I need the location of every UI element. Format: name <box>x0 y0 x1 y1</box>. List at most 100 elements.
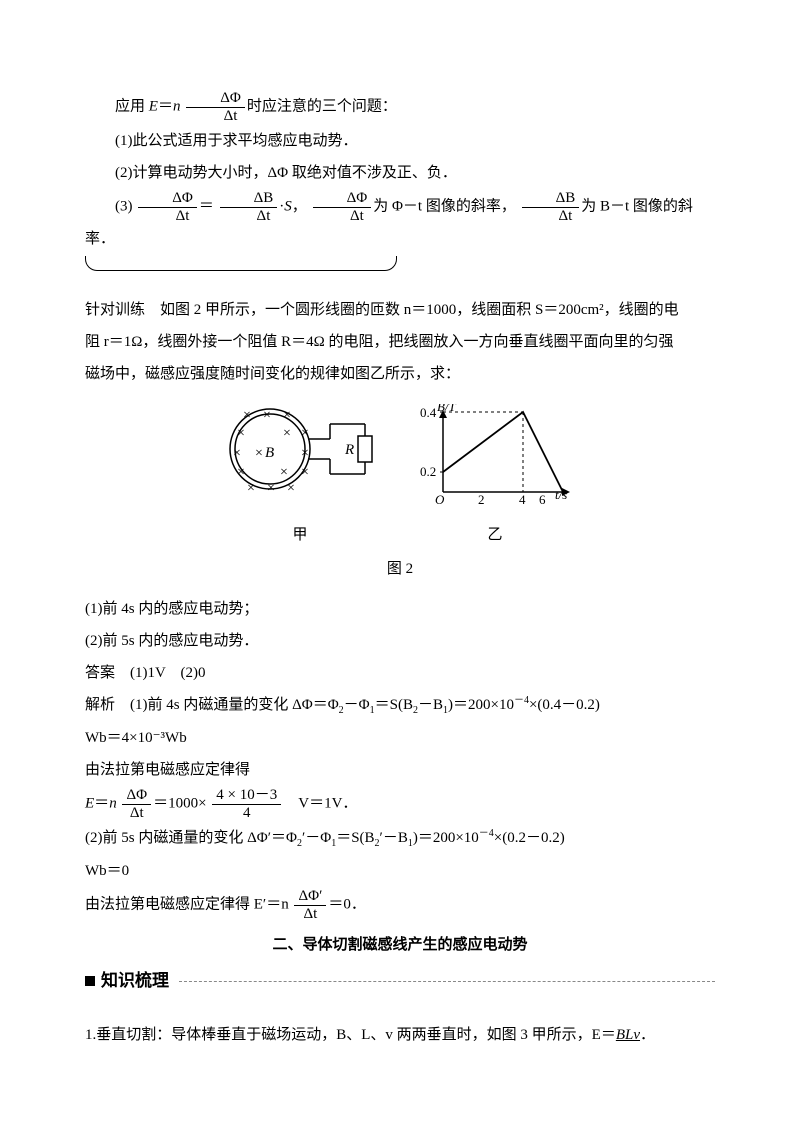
answer-line: 答案 (1)1V (2)0 <box>85 658 715 688</box>
ytick-02: 0.2 <box>420 464 436 479</box>
text: ×(0.2－0.2) <box>494 830 565 846</box>
spacer <box>85 271 715 295</box>
label-B: B <box>265 445 274 461</box>
tip-line4: (3) ΔΦΔt＝ ΔBΔt·S， ΔΦΔt为 Φ－t 图像的斜率， ΔBΔt为… <box>85 190 715 254</box>
text: ＝S(B <box>375 697 413 713</box>
sup: －4 <box>479 828 494 839</box>
var-E: E <box>85 795 94 811</box>
tip-line1: 应用 E＝n ΔΦΔt时应注意的三个问题： <box>85 90 715 124</box>
text: (2)前 5s 内磁通量的变化 ΔΦ′＝Φ <box>85 830 297 846</box>
tip-line2: (1)此公式适用于求平均感应电动势． <box>85 126 715 156</box>
solution-1b: Wb＝4×10⁻³Wb <box>85 723 715 753</box>
dashed-line <box>179 981 715 982</box>
square-icon <box>85 976 95 986</box>
knowledge-label: 知识梳理 <box>101 964 169 998</box>
text: ＝0． <box>328 896 366 912</box>
box-border-bottom <box>85 256 397 271</box>
svg-text:×: × <box>243 408 251 423</box>
denominator: Δt <box>122 805 151 822</box>
denominator: 4 <box>212 805 281 822</box>
tip-line3: (2)计算电动势大小时，ΔΦ 取绝对值不涉及正、负． <box>85 158 715 188</box>
text: ， <box>292 198 307 214</box>
label-R: R <box>344 442 354 458</box>
denominator: Δt <box>186 108 245 125</box>
text: (3) <box>115 198 133 214</box>
text: 应用 <box>115 98 145 114</box>
numerator: ΔΦ <box>186 90 245 108</box>
svg-text:×: × <box>280 465 288 480</box>
text: －Φ <box>305 830 331 846</box>
numerator: 4 × 10－3 <box>212 787 281 805</box>
text: ＝S(B <box>336 830 374 846</box>
svg-text:×: × <box>267 481 275 496</box>
fraction: 4 × 10－34 <box>212 787 281 821</box>
denominator: Δt <box>294 906 326 923</box>
axis-y-label: B/T <box>437 404 457 414</box>
figure-label-yi: 乙 <box>415 520 575 550</box>
text: )＝200×10 <box>413 830 479 846</box>
section-title: 二、导体切割磁感线产生的感应电动势 <box>85 930 715 960</box>
text: －B <box>383 830 408 846</box>
text: 由法拉第电磁感应定律得 E′＝n <box>85 896 289 912</box>
origin: O <box>435 492 445 507</box>
numerator: ΔΦ <box>313 190 372 208</box>
text: －Φ <box>344 697 370 713</box>
svg-text:×: × <box>247 481 255 496</box>
text: 1.垂直切割：导体棒垂直于磁场运动，B、L、v 两两垂直时，如图 3 甲所示，E… <box>85 1027 616 1043</box>
tips-box: 应用 E＝n ΔΦΔt时应注意的三个问题： (1)此公式适用于求平均感应电动势．… <box>85 90 715 271</box>
svg-text:×: × <box>301 446 309 461</box>
numerator: ΔΦ <box>122 787 151 805</box>
svg-text:×: × <box>283 408 291 423</box>
solution-1c: 由法拉第电磁感应定律得 <box>85 755 715 785</box>
var-E: E <box>149 98 158 114</box>
text: ＝ <box>199 198 214 214</box>
fraction: ΔΦΔt <box>313 190 372 224</box>
xtick-2: 2 <box>478 492 485 507</box>
spacer <box>85 1010 715 1020</box>
figure-row: ××× ××× ××× ××× ××× B R 甲 <box>85 404 715 550</box>
denominator: Δt <box>138 208 197 225</box>
fraction: ΔΦΔt <box>138 190 197 224</box>
sup: －4 <box>514 695 529 706</box>
problem-line1: 针对训练 如图 2 甲所示，一个圆形线圈的匝数 n＝1000，线圈面积 S＝20… <box>85 295 715 325</box>
text: 为 Φ－t 图像的斜率， <box>373 198 516 214</box>
solution-2c: 由法拉第电磁感应定律得 E′＝n ΔΦ′Δt＝0． <box>85 888 715 922</box>
knowledge-header: 知识梳理 <box>85 964 715 998</box>
svg-text:×: × <box>237 465 245 480</box>
circuit-svg: ××× ××× ××× ××× ××× B R <box>225 404 375 509</box>
svg-text:×: × <box>233 446 241 461</box>
text: ＝ <box>158 98 173 114</box>
fraction: ΔΦΔt <box>186 90 245 124</box>
numerator: ΔB <box>522 190 580 208</box>
svg-text:×: × <box>301 426 309 441</box>
var-S: S <box>284 198 292 214</box>
svg-text:×: × <box>283 426 291 441</box>
svg-text:×: × <box>237 426 245 441</box>
svg-text:×: × <box>301 465 309 480</box>
text: 解析 (1)前 4s 内磁通量的变化 ΔΦ＝Φ <box>85 697 339 713</box>
question-1: (1)前 4s 内的感应电动势； <box>85 594 715 624</box>
axis-x-label: t/s <box>555 487 567 502</box>
denominator: Δt <box>522 208 580 225</box>
text: )＝200×10 <box>448 697 514 713</box>
solution-1d: EE＝n＝n ΔΦΔt＝1000× 4 × 10－34 V＝1V． <box>85 787 715 821</box>
var-n: n <box>173 98 181 114</box>
figure-yi: B/T 0.4 0.2 O 2 4 6 t/s 乙 <box>415 404 575 550</box>
solution-2a: (2)前 5s 内磁通量的变化 ΔΦ′＝Φ2′－Φ1＝S(B2′－B1)＝200… <box>85 823 715 854</box>
underlined-formula: BLv <box>616 1027 640 1043</box>
numerator: ΔΦ′ <box>294 888 326 906</box>
figure-caption: 图 2 <box>85 554 715 584</box>
graph-svg: B/T 0.4 0.2 O 2 4 6 t/s <box>415 404 575 509</box>
svg-text:×: × <box>287 481 295 496</box>
fraction: ΔBΔt <box>220 190 278 224</box>
text: V＝1V． <box>298 795 357 811</box>
numerator: ΔB <box>220 190 278 208</box>
text: ×(0.4－0.2) <box>529 697 600 713</box>
ytick-04: 0.4 <box>420 405 437 420</box>
svg-text:×: × <box>255 446 263 461</box>
var-n: n <box>109 795 117 811</box>
xtick-4: 4 <box>519 492 526 507</box>
text: ＝1000× <box>153 795 206 811</box>
figure-jia: ××× ××× ××× ××× ××× B R 甲 <box>225 404 375 550</box>
denominator: Δt <box>313 208 372 225</box>
